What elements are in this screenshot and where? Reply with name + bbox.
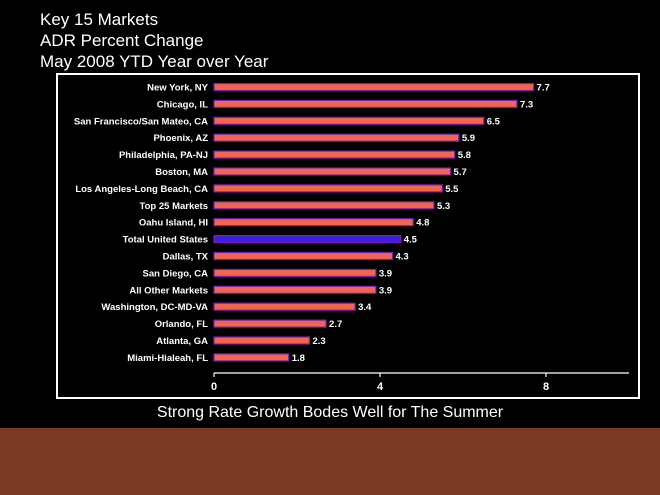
data-label-los-angeles-long-beach-ca: 5.5 bbox=[445, 184, 459, 195]
bar-san-diego-ca bbox=[213, 268, 377, 277]
category-label-chicago-il: Chicago, IL bbox=[157, 99, 208, 110]
data-label-chicago-il: 7.3 bbox=[520, 99, 533, 110]
category-label-all-other-markets: All Other Markets bbox=[129, 285, 208, 296]
category-label-washington-dc-md-va: Washington, DC-MD-VA bbox=[101, 302, 208, 313]
category-label-new-york-ny: New York, NY bbox=[147, 83, 209, 94]
bar-total-united-states bbox=[213, 235, 402, 244]
category-label-phoenix-az: Phoenix, AZ bbox=[153, 133, 208, 144]
bar-los-angeles-long-beach-ca bbox=[213, 184, 443, 193]
title-line-3: May 2008 YTD Year over Year bbox=[40, 52, 269, 71]
bar-oahu-island-hi bbox=[213, 218, 414, 227]
category-label-san-francisco-san-mateo-ca: San Francisco/San Mateo, CA bbox=[74, 116, 208, 127]
data-label-top-25-markets: 5.3 bbox=[437, 201, 450, 212]
chart-caption: Strong Rate Growth Bodes Well for The Su… bbox=[156, 404, 504, 421]
data-label-philadelphia-pa-nj: 5.8 bbox=[458, 150, 471, 161]
data-label-atlanta-ga: 2.3 bbox=[312, 336, 325, 347]
category-label-orlando-fl: Orlando, FL bbox=[155, 319, 209, 330]
data-label-phoenix-az: 5.9 bbox=[462, 133, 475, 144]
category-label-dallas-tx: Dallas, TX bbox=[163, 252, 209, 263]
bar-dallas-tx bbox=[213, 251, 394, 261]
data-label-orlando-fl: 2.7 bbox=[329, 319, 342, 330]
category-label-total-united-states: Total United States bbox=[123, 235, 208, 246]
data-label-san-diego-ca: 3.9 bbox=[379, 268, 392, 279]
category-label-top-25-markets: Top 25 Markets bbox=[140, 201, 208, 212]
title-line-2: ADR Percent Change bbox=[40, 31, 204, 50]
bar-chicago-il bbox=[213, 99, 518, 108]
bar-new-york-ny bbox=[213, 82, 535, 92]
category-label-san-diego-ca: San Diego, CA bbox=[143, 268, 209, 279]
data-label-oahu-island-hi: 4.8 bbox=[416, 218, 429, 229]
x-tick-label-0: 0 bbox=[211, 381, 217, 393]
data-label-washington-dc-md-va: 3.4 bbox=[358, 302, 372, 313]
category-label-philadelphia-pa-nj: Philadelphia, PA-NJ bbox=[119, 150, 208, 161]
x-tick-label-8: 8 bbox=[543, 381, 549, 393]
category-label-atlanta-ga: Atlanta, GA bbox=[156, 336, 208, 347]
category-label-los-angeles-long-beach-ca: Los Angeles-Long Beach, CA bbox=[75, 184, 208, 195]
data-label-miami-hialeah-fl: 1.8 bbox=[292, 353, 305, 364]
chart-frame: New York, NY 7.7 Chicago, IL 7.3 San Francis… bbox=[56, 73, 640, 399]
x-tick-label-4: 4 bbox=[377, 381, 384, 393]
data-label-all-other-markets: 3.9 bbox=[379, 285, 392, 296]
data-label-dallas-tx: 4.3 bbox=[395, 252, 408, 263]
data-label-boston-ma: 5.7 bbox=[454, 167, 467, 178]
page-title: Key 15 Markets ADR Percent Change May 20… bbox=[40, 9, 268, 72]
data-label-san-francisco-san-mateo-ca: 6.5 bbox=[487, 116, 501, 127]
bar-all-other-markets bbox=[213, 285, 377, 294]
footer-band bbox=[0, 428, 660, 495]
title-line-1: Key 15 Markets bbox=[40, 10, 159, 29]
bar-washington-dc-md-va bbox=[213, 302, 356, 311]
bar-miami-hialeah-fl bbox=[213, 353, 290, 362]
category-label-oahu-island-hi: Oahu Island, HI bbox=[139, 218, 208, 229]
category-label-miami-hialeah-fl: Miami-Hialeah, FL bbox=[127, 353, 208, 364]
bar-chart: New York, NY 7.7 Chicago, IL 7.3 San Francis… bbox=[74, 82, 629, 393]
bar-phoenix-az bbox=[213, 133, 460, 142]
category-label-boston-ma: Boston, MA bbox=[155, 167, 208, 178]
data-label-total-united-states: 4.5 bbox=[404, 235, 418, 246]
bar-orlando-fl bbox=[213, 319, 327, 328]
bar-philadelphia-pa-nj bbox=[213, 150, 456, 159]
bar-san-francisco-san-mateo-ca bbox=[213, 116, 485, 125]
bar-boston-ma bbox=[213, 167, 452, 176]
bar-top-25-markets bbox=[213, 201, 435, 210]
bar-atlanta-ga bbox=[213, 336, 311, 345]
data-label-new-york-ny: 7.7 bbox=[537, 83, 550, 94]
